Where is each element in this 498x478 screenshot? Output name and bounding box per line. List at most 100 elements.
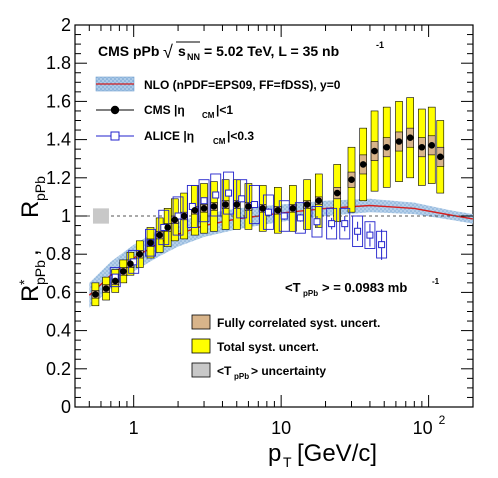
cms-point — [222, 201, 229, 208]
alice-syst-box — [364, 221, 376, 249]
cms-point — [119, 268, 127, 275]
alice-point — [354, 227, 362, 235]
alice-syst-box — [339, 207, 351, 240]
alice-point — [264, 208, 272, 216]
legend-bottom: Fully correlated syst. uncert. Total sys… — [191, 314, 380, 381]
legend-norm-pre: <T — [217, 364, 232, 378]
x-tick-label: 10 — [271, 418, 291, 438]
cms-point — [418, 143, 426, 151]
alice-point — [212, 191, 220, 199]
legend-norm-post: > uncertainty — [251, 364, 326, 378]
alice-syst-box — [109, 267, 121, 288]
x-tick-label-sup: 2 — [439, 413, 446, 427]
normalization-box-layer — [92, 208, 109, 224]
y-axis-label: R * pPb , R pPb — [16, 176, 48, 302]
y-tick-label: 1 — [61, 206, 71, 226]
y-tick-label: 0.6 — [46, 282, 71, 302]
cms-point — [210, 203, 218, 210]
header-sqrt-symbol: √ — [163, 42, 173, 62]
legend-total-swatch — [191, 338, 211, 354]
y-label-sep: , — [17, 249, 44, 256]
cms-point — [180, 212, 188, 220]
cms-point — [395, 138, 403, 145]
cms-point — [436, 153, 444, 161]
tpb-label-post: > = 0.0983 mb — [322, 280, 407, 295]
alice-series-layer — [109, 171, 388, 288]
cms-point — [233, 201, 241, 208]
alice-syst-box — [278, 200, 290, 232]
cms-point — [127, 260, 134, 268]
x-axis-ticks: 1 10 10 2 — [74, 25, 474, 438]
normalization-uncertainty-box — [92, 208, 109, 224]
alice-syst-box — [186, 184, 198, 228]
y-label-r1-sup: * — [16, 279, 32, 285]
alice-syst-box — [326, 207, 338, 240]
y-tick-label: 0.4 — [46, 321, 71, 341]
x-axis-label-p: p — [268, 440, 281, 467]
cms-point — [147, 239, 154, 247]
cms-series-layer — [92, 134, 444, 298]
y-tick-label: 0.2 — [46, 359, 71, 379]
legend-cms-tail: |<1 — [216, 103, 233, 117]
alice-point — [238, 195, 246, 203]
legend-alice-marker — [110, 131, 120, 141]
y-label-r1: R — [17, 285, 44, 302]
x-axis-label-sub: T — [283, 454, 292, 470]
header-sqrt-s: s — [178, 43, 186, 59]
alice-syst-box — [236, 179, 248, 219]
alice-point — [341, 220, 349, 228]
y-axis-ticks: 0 0.2 0.4 0.6 0.8 1 1.2 1.4 1.6 1.8 2 — [46, 15, 473, 417]
alice-point — [313, 218, 321, 226]
alice-point — [366, 231, 374, 239]
cms-point — [164, 224, 171, 231]
cms-point — [359, 161, 367, 168]
alice-syst-box — [198, 179, 210, 223]
alice-point — [280, 212, 288, 220]
cms-point — [191, 206, 199, 214]
tpb-label-sup: -1 — [432, 277, 440, 286]
alice-point — [225, 189, 233, 197]
x-axis-label-unit: [GeV/c] — [297, 440, 377, 467]
cms-point — [171, 216, 179, 224]
legend-alice-text: ALICE |η — [144, 129, 194, 143]
cms-point — [102, 285, 110, 292]
y-tick-label: 2 — [61, 15, 71, 35]
legend-total-text: Total syst. uncert. — [217, 340, 319, 354]
header-energy-sup: -1 — [376, 40, 384, 50]
cms-point — [111, 277, 119, 285]
alice-syst-box — [262, 194, 274, 230]
alice-syst-box — [311, 205, 323, 238]
alice-point — [378, 241, 386, 249]
legend-top: NLO (nPDF=EPS09, FF=fDSS), y=0 CMS |η CM… — [95, 76, 341, 146]
cms-point — [289, 205, 297, 212]
cms-point — [333, 189, 341, 197]
cms-point — [406, 134, 414, 141]
alice-point — [328, 220, 336, 228]
y-label-r2: R — [17, 201, 44, 218]
legend-nlo-text: NLO (nPDF=EPS09, FF=fDSS), y=0 — [144, 78, 341, 92]
alice-syst-box — [210, 173, 222, 217]
cms-point — [348, 176, 355, 184]
alice-syst-box — [223, 171, 235, 215]
legend-cms-sub: CM — [202, 111, 215, 120]
y-label-r2-sub: pPb — [32, 176, 48, 201]
y-tick-label: 1.6 — [46, 91, 71, 111]
cms-point — [371, 147, 378, 155]
legend-cms-marker — [110, 105, 120, 115]
alice-syst-box — [352, 215, 364, 248]
legend-fully-text: Fully correlated syst. uncert. — [217, 316, 380, 330]
y-label-r1-sub: pPb — [32, 260, 48, 285]
legend-norm-sub: pPb — [234, 372, 249, 381]
alice-syst-box — [294, 202, 306, 234]
legend-norm-swatch — [191, 362, 211, 378]
cms-point — [428, 142, 436, 149]
header-energy: = 5.02 TeV, L = 35 nb — [204, 43, 339, 59]
y-tick-label: 1.2 — [46, 168, 71, 188]
legend-alice-sub: CM — [213, 137, 226, 146]
cms-point — [274, 206, 282, 214]
cms-point — [383, 143, 391, 151]
tpb-label-pre: <T — [285, 280, 301, 295]
y-tick-label: 1.8 — [46, 53, 71, 73]
x-tick-label: 1 — [129, 418, 139, 438]
